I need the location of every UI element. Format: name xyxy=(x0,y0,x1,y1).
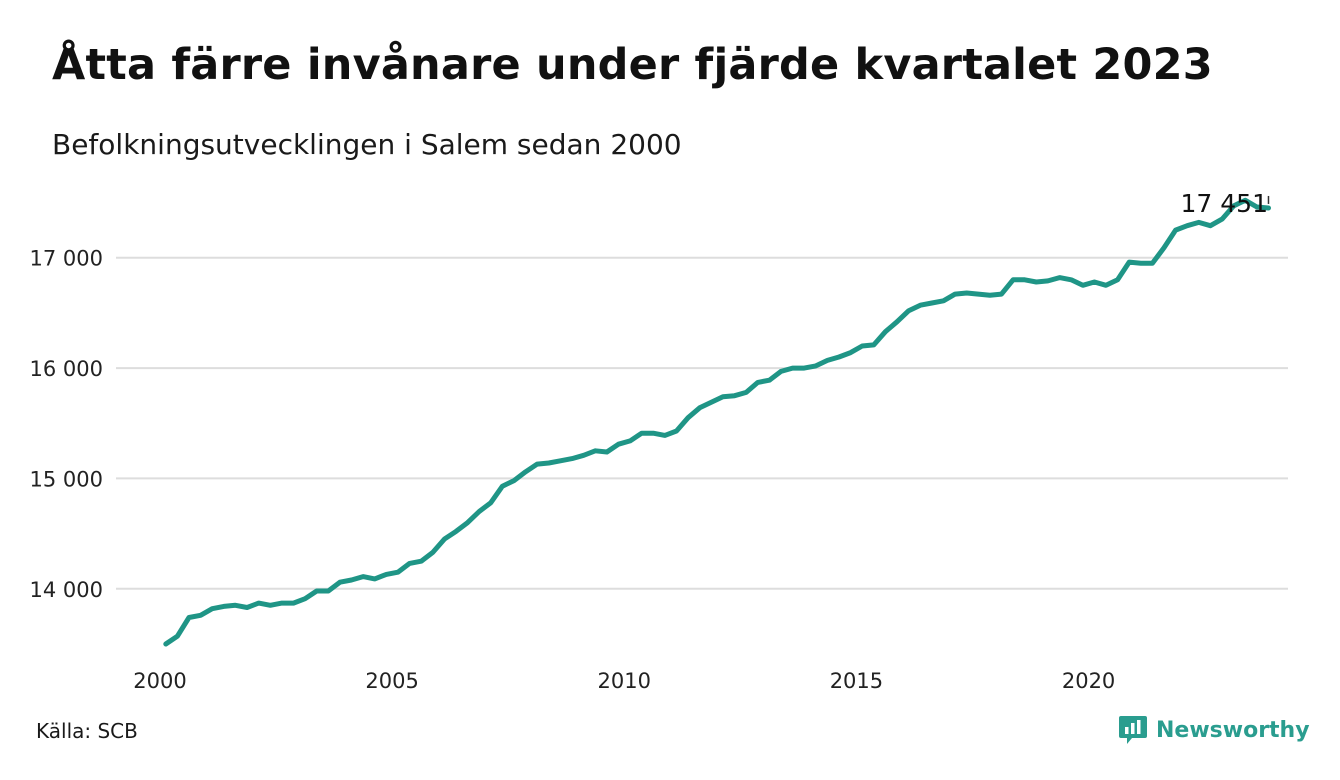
end-value-label: 17 451 xyxy=(1181,189,1268,218)
x-tick-label: 2020 xyxy=(1062,669,1115,693)
brand-logo: Newsworthy xyxy=(1118,714,1310,746)
x-tick-label: 2000 xyxy=(133,669,186,693)
x-tick-label: 2010 xyxy=(598,669,651,693)
bar-chart-speech-icon xyxy=(1119,716,1147,744)
y-tick-label: 15 000 xyxy=(30,467,103,491)
series-line xyxy=(163,197,1271,647)
x-tick-label: 2005 xyxy=(365,669,418,693)
brand-name: Newsworthy xyxy=(1156,717,1310,743)
x-tick-label: 2015 xyxy=(830,669,883,693)
y-tick-label: 14 000 xyxy=(30,578,103,602)
y-tick-label: 17 000 xyxy=(30,247,103,271)
y-tick-label: 16 000 xyxy=(30,357,103,381)
chart-title: Åtta färre invånare under fjärde kvartal… xyxy=(52,40,1213,90)
chart-subtitle: Befolkningsutvecklingen i Salem sedan 20… xyxy=(52,128,682,161)
source-note: Källa: SCB xyxy=(36,719,138,743)
